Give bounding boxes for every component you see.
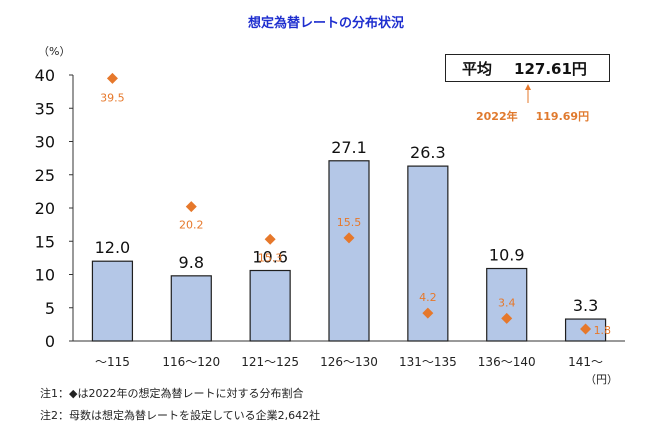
- x-axis-unit: （円）: [585, 373, 618, 386]
- bar-value-label: 27.1: [331, 138, 367, 157]
- note-1: 注1：◆は2022年の想定為替レートに対する分布割合: [40, 387, 304, 400]
- y-tick-label: 25: [35, 166, 55, 185]
- bar: [486, 267, 528, 342]
- y-axis-label: （%）: [38, 45, 70, 58]
- bar-value-label: 10.9: [489, 246, 525, 265]
- bar-value-label: 9.8: [179, 253, 204, 272]
- y-tick-label: 10: [35, 266, 55, 285]
- y-tick-label: 15: [35, 232, 55, 251]
- marker-value-label: 15.3: [258, 251, 283, 264]
- marker-point: [343, 232, 355, 244]
- bar-value-label: 3.3: [573, 296, 598, 315]
- previous-year: 2022年: [476, 110, 518, 123]
- marker-point: [422, 307, 434, 319]
- y-tick-label: 5: [45, 299, 55, 318]
- category-label: 116～120: [162, 355, 220, 369]
- y-tick-label: 0: [45, 332, 55, 351]
- average-arrow-head: [525, 84, 531, 90]
- bar-value-label: 12.0: [95, 238, 131, 257]
- category-label: 121～125: [241, 355, 299, 369]
- previous-year-note: 2022年 119.69円: [476, 108, 589, 124]
- category-label: 126～130: [320, 355, 378, 369]
- marker-value-label: 15.5: [337, 216, 362, 229]
- bar: [328, 160, 370, 342]
- category-label: 141～: [568, 355, 603, 369]
- marker-value-label: 4.2: [419, 291, 437, 304]
- marker-point: [185, 201, 197, 213]
- marker-value-label: 3.4: [498, 296, 516, 309]
- category-label: ～115: [95, 355, 130, 369]
- y-tick-label: 20: [35, 199, 55, 218]
- marker-value-label: 1.8: [594, 324, 612, 337]
- category-label: 136～140: [478, 355, 536, 369]
- previous-value: 119.69円: [535, 110, 590, 123]
- chart-title: 想定為替レートの分布状況: [247, 16, 404, 31]
- note-2: 注2：母数は想定為替レートを設定している企業2,642社: [40, 409, 321, 422]
- y-tick-label: 40: [35, 66, 55, 85]
- category-label: 131～135: [399, 355, 457, 369]
- y-tick-label: 30: [35, 133, 55, 152]
- average-value: 127.61円: [514, 59, 587, 78]
- marker-point: [264, 233, 276, 245]
- marker-value-label: 20.2: [179, 219, 204, 232]
- bar-value-label: 26.3: [410, 143, 446, 162]
- average-label: 平均: [462, 59, 493, 78]
- marker-point: [501, 312, 513, 324]
- y-tick-label: 35: [35, 99, 55, 118]
- marker-value-label: 39.5: [100, 91, 125, 104]
- average-box: 平均 127.61円: [445, 54, 610, 82]
- bar: [249, 269, 291, 342]
- bar: [170, 275, 212, 342]
- marker-point: [580, 323, 592, 335]
- bar-value-label: 10.6: [252, 248, 288, 267]
- bar: [91, 260, 134, 342]
- marker-point: [106, 72, 118, 84]
